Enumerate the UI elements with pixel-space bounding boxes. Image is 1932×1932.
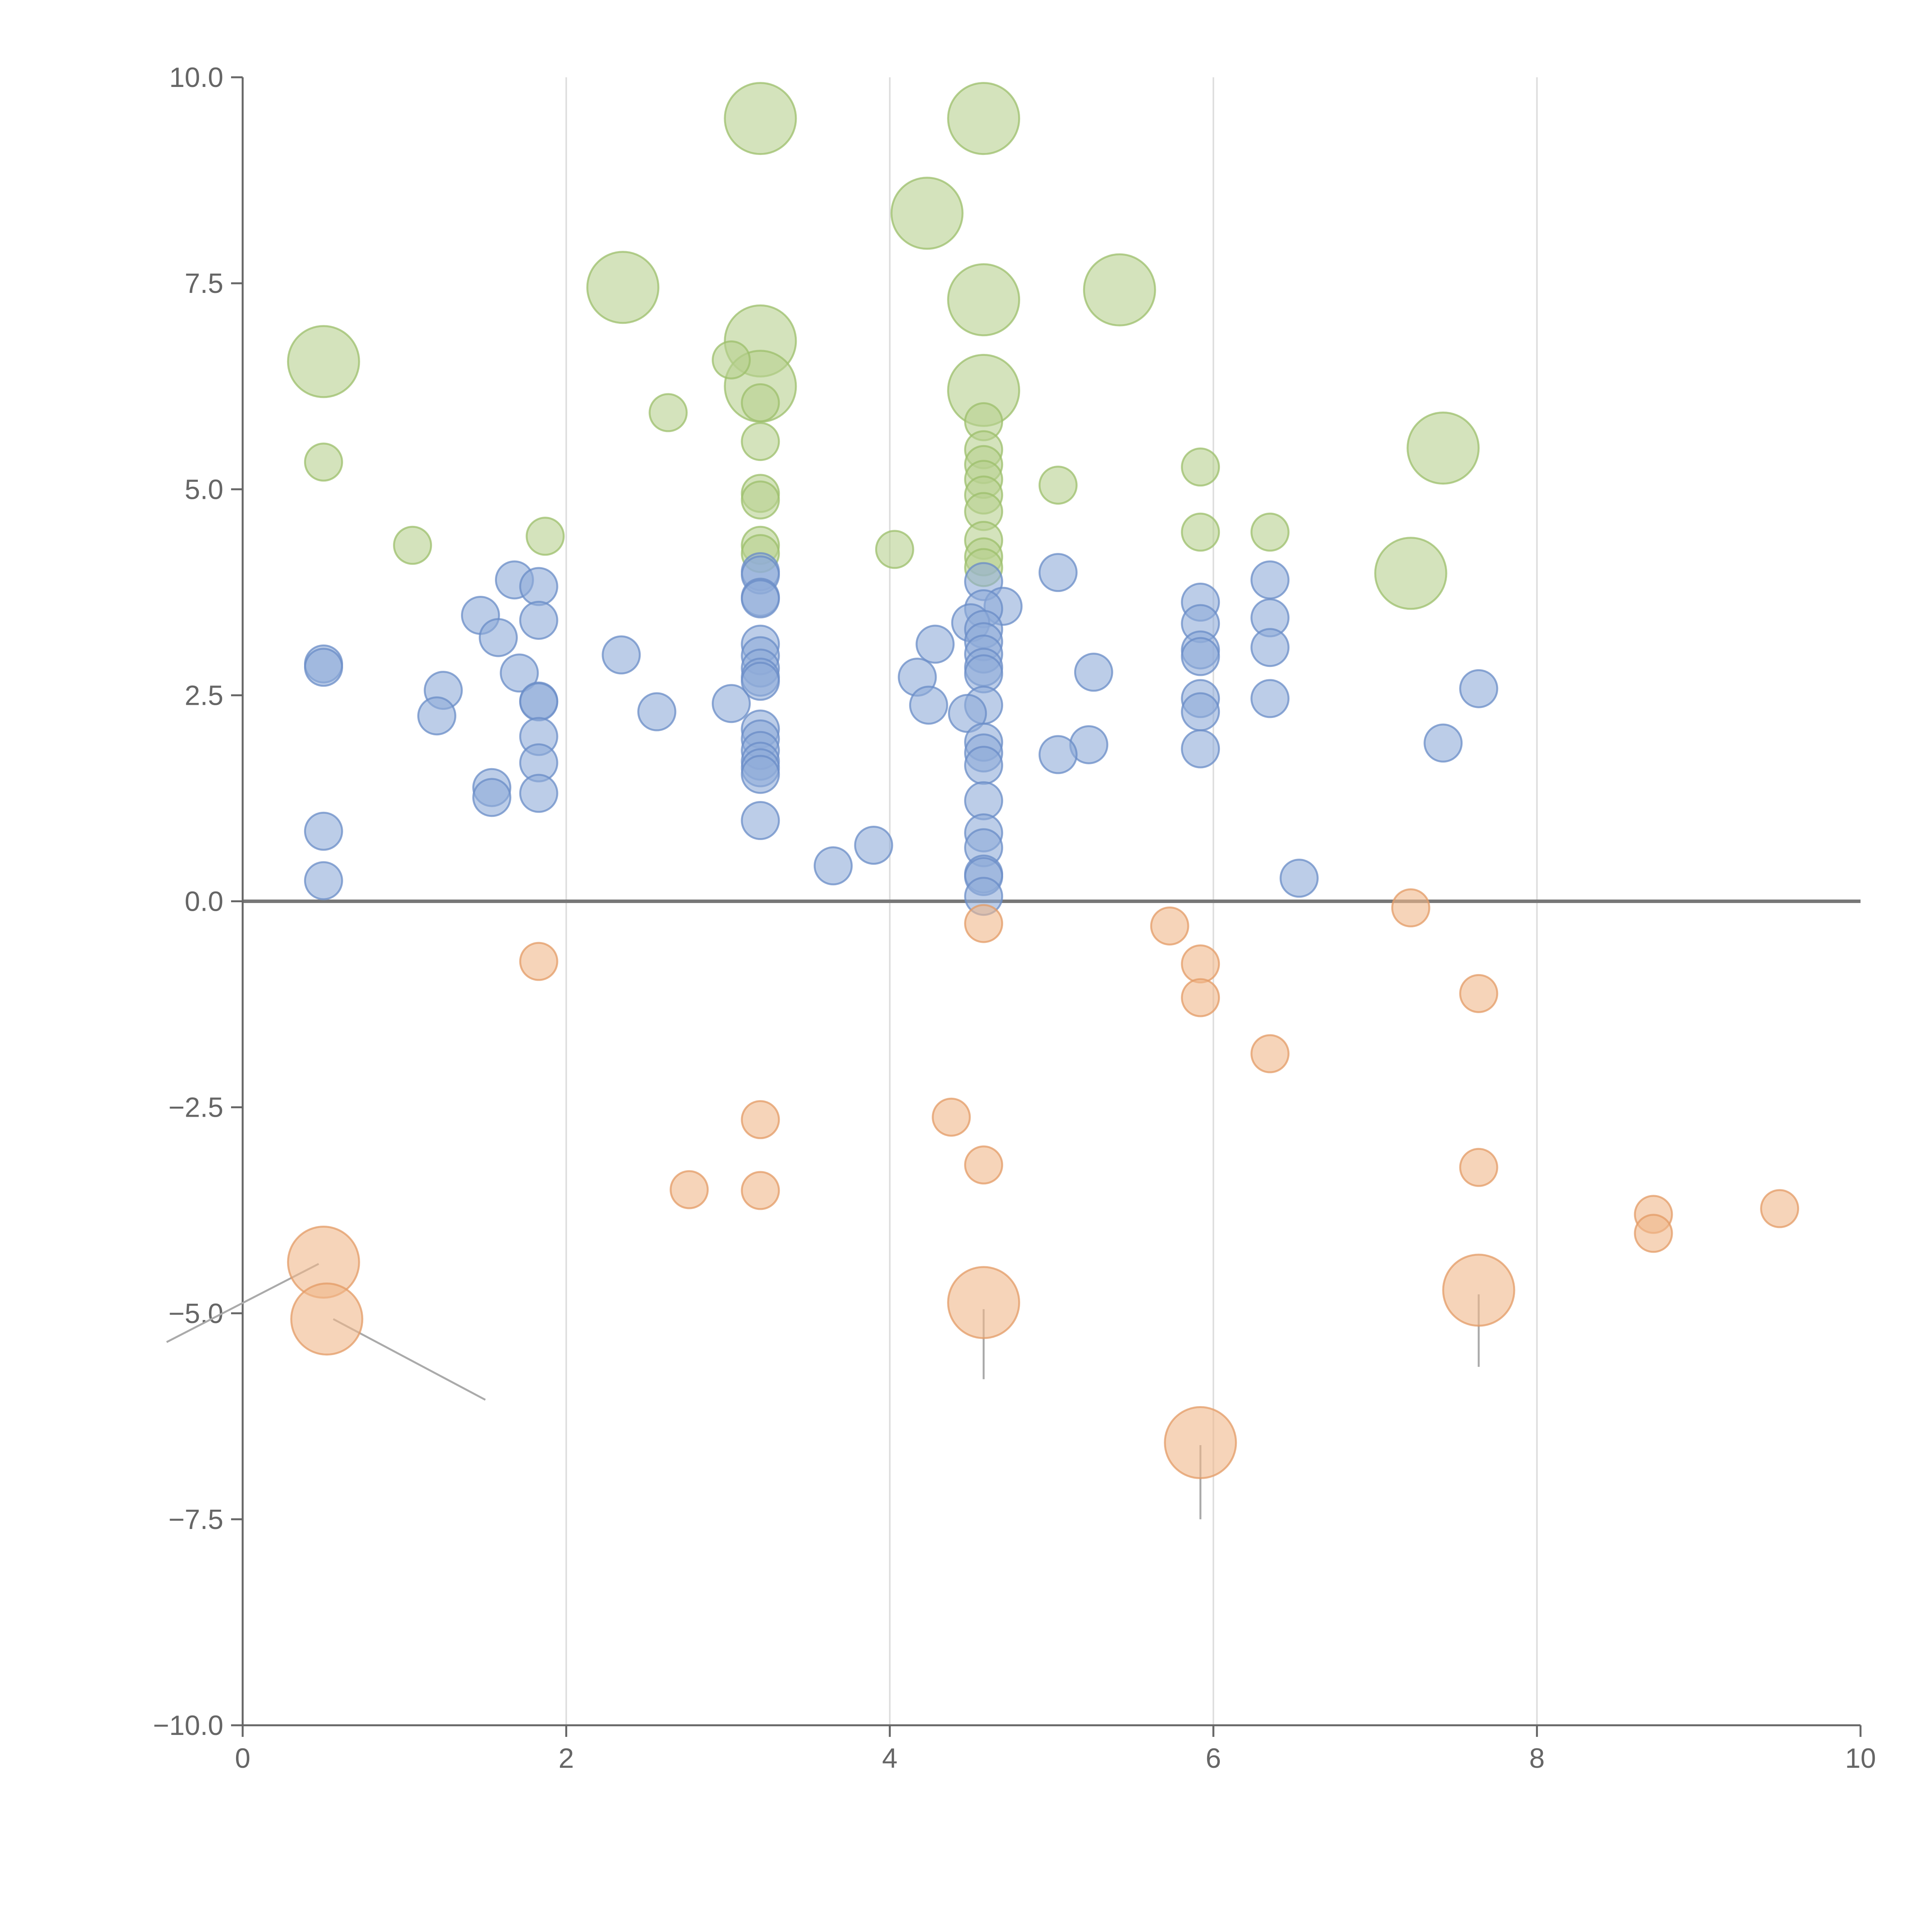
bubble-blue bbox=[1250, 560, 1290, 600]
bubble-blue bbox=[519, 567, 558, 606]
bubble-orange bbox=[1459, 1148, 1498, 1187]
bubble-orange bbox=[741, 1100, 780, 1139]
y-tick-label: 7.5 bbox=[185, 268, 223, 299]
bubble-orange bbox=[932, 1097, 971, 1137]
bubble-green bbox=[586, 251, 660, 324]
bubble-orange bbox=[1250, 1034, 1290, 1073]
bubble-blue bbox=[909, 685, 948, 725]
leader-lines bbox=[166, 1263, 1480, 1519]
bubble-blue bbox=[500, 653, 539, 693]
bubble-blue bbox=[1181, 692, 1220, 731]
y-tick-label: 2.5 bbox=[185, 680, 223, 711]
bubble-blue bbox=[1250, 679, 1290, 718]
bubble-orange bbox=[964, 904, 1003, 943]
bubble-green bbox=[1374, 537, 1447, 610]
bubble-orange bbox=[1442, 1253, 1515, 1327]
bubble-orange bbox=[1760, 1189, 1799, 1228]
bubble-green bbox=[724, 82, 797, 155]
bubble-blue bbox=[519, 600, 558, 640]
bubble-blue bbox=[304, 648, 343, 687]
bubble-green bbox=[890, 177, 964, 250]
x-tick-label: 2 bbox=[558, 1743, 574, 1774]
bubble-green bbox=[1406, 412, 1480, 485]
bubble-blue bbox=[741, 755, 780, 794]
bubble-green bbox=[1083, 253, 1156, 327]
bubble-orange bbox=[1634, 1214, 1673, 1253]
bubble-green bbox=[741, 480, 780, 520]
bubble-blue bbox=[741, 662, 780, 701]
bubble-blue bbox=[637, 692, 677, 731]
bubble-blue bbox=[1038, 735, 1078, 774]
bubble-orange bbox=[1391, 888, 1430, 928]
bubble-orange bbox=[1181, 978, 1220, 1017]
bubble-blue bbox=[519, 774, 558, 813]
bubble-blue bbox=[602, 635, 641, 675]
y-tick-label: 0.0 bbox=[185, 886, 223, 917]
bubble-blue bbox=[1459, 669, 1498, 708]
y-tick-label: −7.5 bbox=[168, 1504, 223, 1535]
bubble-orange bbox=[1459, 974, 1498, 1013]
bubble-blue bbox=[1279, 859, 1319, 898]
bubble-orange bbox=[1181, 944, 1220, 984]
bubble-orange bbox=[290, 1282, 364, 1356]
bubble-blue bbox=[1181, 637, 1220, 676]
bubble-green bbox=[648, 393, 688, 432]
bubble-blue bbox=[1038, 553, 1078, 592]
bubble-green bbox=[1250, 512, 1290, 552]
x-axis-ticks: 0 2 4 6 8 10 bbox=[235, 1725, 1876, 1774]
bubble-blue bbox=[304, 811, 343, 851]
x-tick-label: 4 bbox=[882, 1743, 898, 1774]
bubble-blue bbox=[1181, 729, 1220, 769]
y-tick-label: 5.0 bbox=[185, 474, 223, 505]
bubble-blue bbox=[519, 682, 558, 721]
bubble-blue bbox=[741, 579, 780, 619]
bubble-orange bbox=[670, 1170, 709, 1209]
bubble-blue bbox=[711, 684, 751, 723]
bubble-green bbox=[741, 422, 780, 461]
bubble-green bbox=[741, 383, 780, 422]
bubble-orange bbox=[1150, 906, 1189, 946]
bubble-blue bbox=[472, 778, 512, 817]
bubble-blue bbox=[417, 696, 456, 736]
bubble-blue bbox=[1423, 723, 1463, 763]
bubble-green bbox=[711, 340, 751, 379]
x-tick-label: 0 bbox=[235, 1743, 250, 1774]
bubble-blue bbox=[304, 861, 343, 900]
bubble-blue bbox=[964, 746, 1003, 785]
bubble-blue bbox=[1250, 628, 1290, 667]
bubble-blue bbox=[741, 801, 780, 840]
bubble-orange bbox=[964, 1145, 1003, 1185]
y-tick-label: −10.0 bbox=[153, 1710, 223, 1741]
bubble-green bbox=[1181, 447, 1220, 487]
bubble-blue bbox=[479, 618, 518, 657]
bubble-blue bbox=[813, 846, 853, 886]
bubble-green bbox=[947, 82, 1020, 155]
bubble-green bbox=[1181, 512, 1220, 552]
x-tick-label: 8 bbox=[1529, 1743, 1545, 1774]
bubble-orange bbox=[741, 1171, 780, 1210]
bubble-green bbox=[526, 517, 565, 556]
y-tick-label: −2.5 bbox=[168, 1092, 223, 1123]
bubble-blue bbox=[915, 624, 955, 664]
bubble-green bbox=[393, 526, 432, 565]
bubble-green bbox=[287, 325, 360, 398]
y-tick-label: 10.0 bbox=[169, 62, 223, 93]
bubble-green bbox=[304, 442, 343, 482]
bubble-orange bbox=[519, 942, 558, 981]
bubble-green bbox=[947, 263, 1020, 337]
bubbles bbox=[287, 82, 1799, 1480]
bubble-blue bbox=[1074, 653, 1113, 692]
x-tick-label: 6 bbox=[1206, 1743, 1221, 1774]
bubble-orange bbox=[947, 1266, 1020, 1339]
y-tick-label: −5.0 bbox=[168, 1298, 223, 1329]
bubble-blue bbox=[854, 825, 893, 865]
bubble-orange bbox=[1164, 1406, 1237, 1480]
x-tick-label: 10 bbox=[1845, 1743, 1876, 1774]
y-axis-ticks: 10.0 7.5 5.0 2.5 0.0 −2.5 −5.0 −7.5 −10.0 bbox=[153, 62, 243, 1741]
bubble-green bbox=[1038, 466, 1078, 505]
bubble-green bbox=[875, 530, 914, 569]
